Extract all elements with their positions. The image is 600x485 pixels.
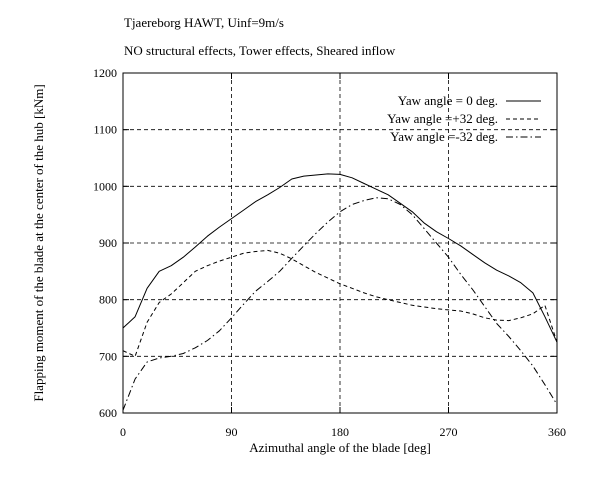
y-tick-label: 1000	[93, 179, 117, 193]
x-axis-label: Azimuthal angle of the blade [deg]	[249, 440, 431, 455]
y-axis-label: Flapping moment of the blade at the cent…	[31, 84, 46, 401]
x-tick-label: 0	[120, 425, 126, 439]
y-tick-label: 700	[99, 349, 117, 363]
chart-subtitle: NO structural effects, Tower effects, Sh…	[124, 43, 396, 58]
series-group	[122, 173, 558, 411]
series-line-2	[122, 249, 558, 357]
legend-label-2: Yaw angle =+32 deg.	[387, 111, 498, 126]
legend-label-3: Yaw angle =-32 deg.	[390, 129, 498, 144]
x-tick-label: 180	[331, 425, 349, 439]
y-tick-label: 600	[99, 406, 117, 420]
series-line-1	[122, 173, 558, 343]
legend: Yaw angle = 0 deg. Yaw angle =+32 deg. Yaw…	[387, 93, 541, 144]
x-tick-label: 270	[440, 425, 458, 439]
y-tick-label: 1100	[93, 123, 117, 137]
grid	[123, 73, 557, 413]
legend-label-1: Yaw angle = 0 deg.	[398, 93, 498, 108]
y-tick-label: 800	[99, 293, 117, 307]
x-tick-label: 90	[226, 425, 238, 439]
ticks: 0 90 180 270 360 600 700 800 900 1000 1100 1200	[93, 66, 566, 439]
y-tick-label: 900	[99, 236, 117, 250]
chart-title: Tjaereborg HAWT, Uinf=9m/s	[124, 15, 284, 30]
y-tick-label: 1200	[93, 66, 117, 80]
series-line-3	[122, 197, 558, 411]
x-tick-label: 360	[548, 425, 566, 439]
